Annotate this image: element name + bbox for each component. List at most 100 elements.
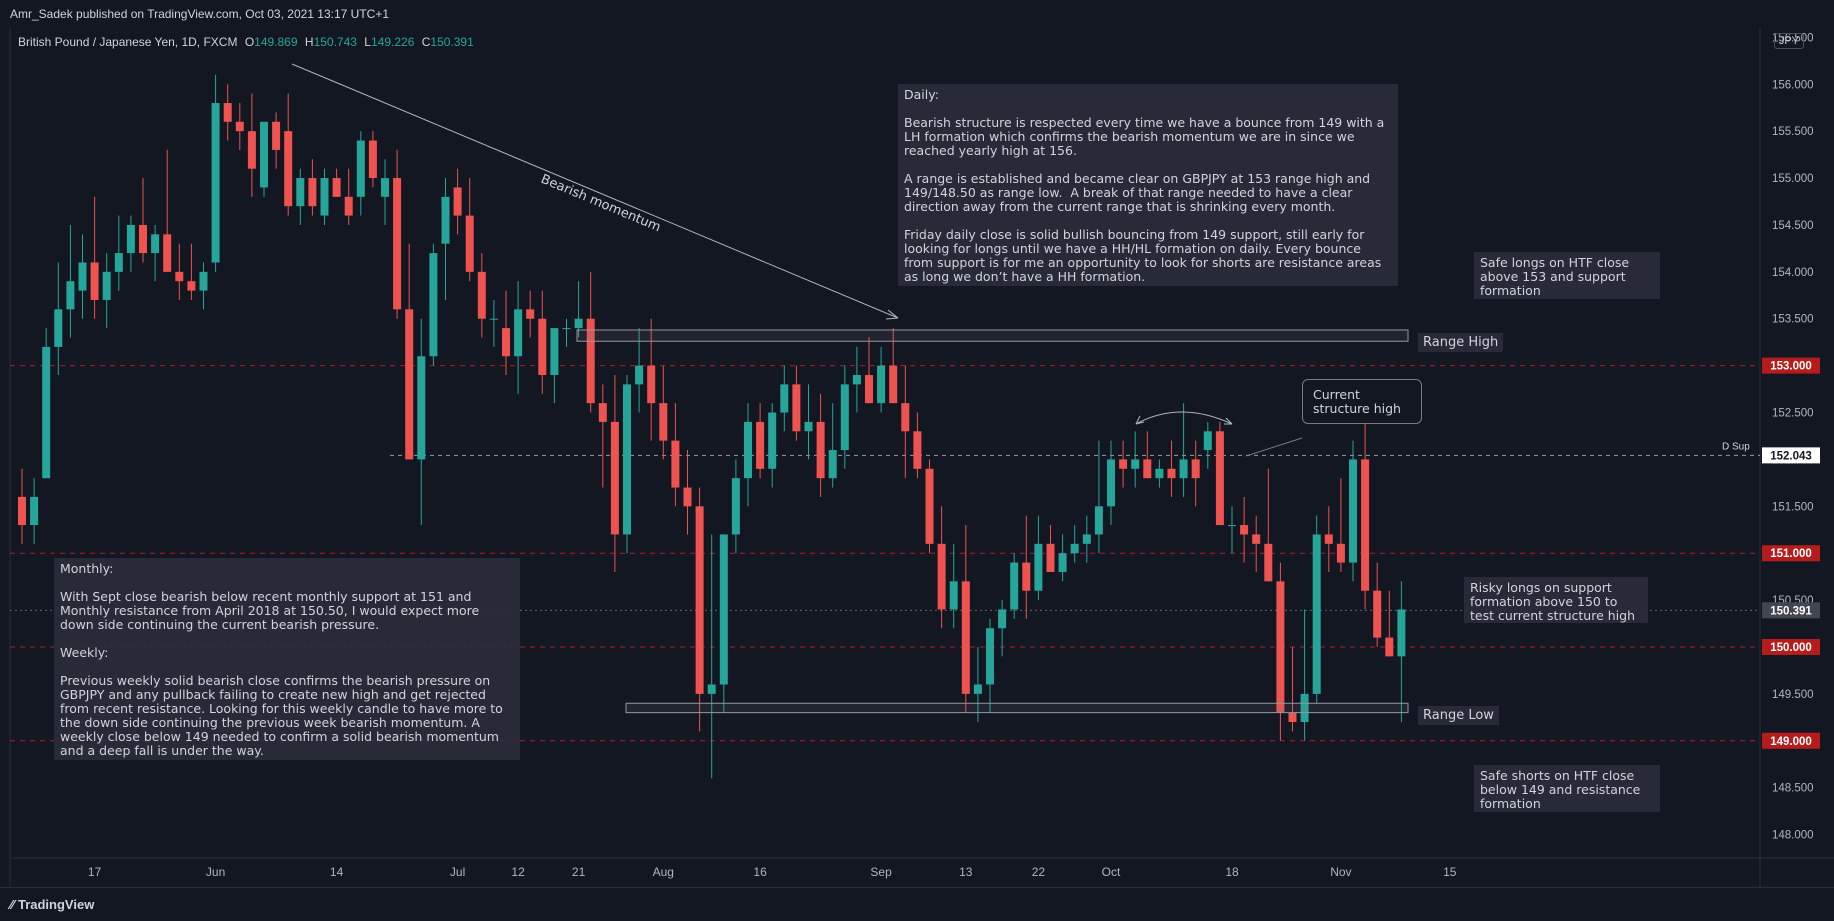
- high-value: 150.743: [313, 35, 357, 49]
- y-tick-label: 151.500: [1772, 501, 1814, 513]
- candle-up: [635, 365, 644, 385]
- candle-up: [54, 309, 63, 347]
- candle-down: [598, 403, 607, 422]
- candle-down: [961, 581, 970, 694]
- candle-down: [332, 178, 341, 197]
- candle-down: [308, 178, 317, 207]
- candle-down: [792, 384, 801, 432]
- candle-up: [780, 384, 789, 413]
- candle-up: [1107, 459, 1115, 507]
- candle-up: [828, 450, 837, 479]
- candle-down: [1361, 459, 1370, 591]
- candle-up: [356, 140, 365, 197]
- candle-down: [1167, 468, 1176, 479]
- price-tag-label: 150.000: [1770, 642, 1812, 654]
- candle-down: [1336, 543, 1345, 563]
- candle-down: [175, 271, 184, 282]
- low-label: L: [364, 35, 371, 49]
- candle-up: [623, 384, 631, 535]
- candle-up: [320, 178, 329, 216]
- candle-down: [937, 543, 946, 610]
- candle-down: [139, 224, 147, 254]
- candle-up: [66, 281, 75, 310]
- tradingview-logo[interactable]: ⁄⁄ TradingView: [10, 897, 94, 912]
- price-tag-label: 152.043: [1770, 450, 1812, 462]
- candle-down: [465, 215, 474, 272]
- candle-up: [1203, 431, 1212, 451]
- x-tick-label: 18: [1225, 865, 1239, 879]
- candle-up: [768, 412, 777, 469]
- x-tick-label: 13: [959, 865, 973, 879]
- price-tag-label: 153.000: [1770, 361, 1812, 373]
- x-tick-label: Jul: [450, 865, 465, 879]
- tv-icon: ⁄⁄: [10, 897, 15, 912]
- currency-badge[interactable]: JPY: [1773, 33, 1804, 49]
- candle-up: [1397, 609, 1406, 657]
- candle-down: [526, 309, 535, 319]
- candle-down: [647, 365, 656, 404]
- candle-down: [889, 365, 898, 404]
- candle-down: [1264, 543, 1273, 582]
- y-tick-label: 154.500: [1772, 220, 1814, 232]
- candle-up: [719, 534, 728, 685]
- candle-down: [502, 328, 510, 357]
- range-low-label: Range Low: [1418, 706, 1499, 725]
- candle-down: [163, 234, 172, 272]
- candle-up: [973, 684, 982, 694]
- candle-down: [1252, 534, 1261, 544]
- safe-shorts-note: Safe shorts on HTF close below 149 and r…: [1474, 765, 1660, 812]
- candle-up: [1349, 459, 1357, 563]
- candle-up: [731, 478, 740, 535]
- price-tag-label: 151.000: [1770, 548, 1812, 560]
- candle-down: [1215, 431, 1224, 526]
- open-label: O: [244, 35, 255, 49]
- x-tick-label: Nov: [1330, 865, 1351, 879]
- candle-down: [18, 496, 26, 526]
- candle-down: [913, 431, 922, 469]
- candle-down: [1288, 712, 1297, 723]
- candle-up: [550, 328, 559, 376]
- risky-longs-note: Risky longs on support formation above 1…: [1464, 577, 1648, 623]
- footer: ⁄⁄ TradingView: [0, 887, 1834, 921]
- daily-note: Daily: Bearish structure is respected ev…: [898, 84, 1398, 286]
- candle-up: [1228, 525, 1236, 527]
- candle-up: [1070, 543, 1079, 554]
- candle-up: [199, 271, 208, 291]
- candle-up: [260, 121, 268, 188]
- price-tag-box: [1762, 638, 1820, 655]
- x-tick-label: Oct: [1102, 865, 1121, 879]
- candle-down: [90, 262, 99, 300]
- x-tick-label: Jun: [206, 865, 225, 879]
- curved-arrow: [1135, 411, 1233, 425]
- candle-up: [574, 318, 583, 329]
- candle-down: [538, 318, 547, 376]
- candle-down: [586, 318, 595, 404]
- candle-down: [1119, 459, 1128, 469]
- candle-down: [405, 309, 414, 460]
- candle-up: [296, 178, 305, 207]
- candle-up: [707, 684, 716, 694]
- candle-down: [477, 271, 486, 319]
- candle-up: [78, 262, 87, 291]
- candle-down: [223, 103, 232, 122]
- candle-up: [877, 365, 886, 404]
- candle-up: [441, 196, 450, 244]
- candle-up: [804, 421, 813, 432]
- candle-up: [1155, 468, 1164, 479]
- y-tick-label: 149.500: [1772, 689, 1814, 701]
- range-low-box: [625, 702, 1409, 714]
- candle-up: [1300, 693, 1309, 723]
- candle-up: [30, 496, 39, 526]
- x-tick-label: 12: [511, 865, 525, 879]
- arrow-head: [885, 309, 899, 320]
- low-value: 149.226: [370, 35, 415, 49]
- candle-up: [1312, 534, 1321, 694]
- publisher-bar: Amr_Sadek published on TradingView.com, …: [0, 0, 1834, 29]
- candle-down: [453, 187, 462, 216]
- price-tag-label: 149.000: [1770, 736, 1812, 748]
- candle-down: [344, 196, 353, 216]
- candle-down: [247, 131, 256, 169]
- candle-up: [1058, 553, 1067, 572]
- candle-down: [816, 421, 825, 479]
- price-tag-box: [1762, 357, 1820, 374]
